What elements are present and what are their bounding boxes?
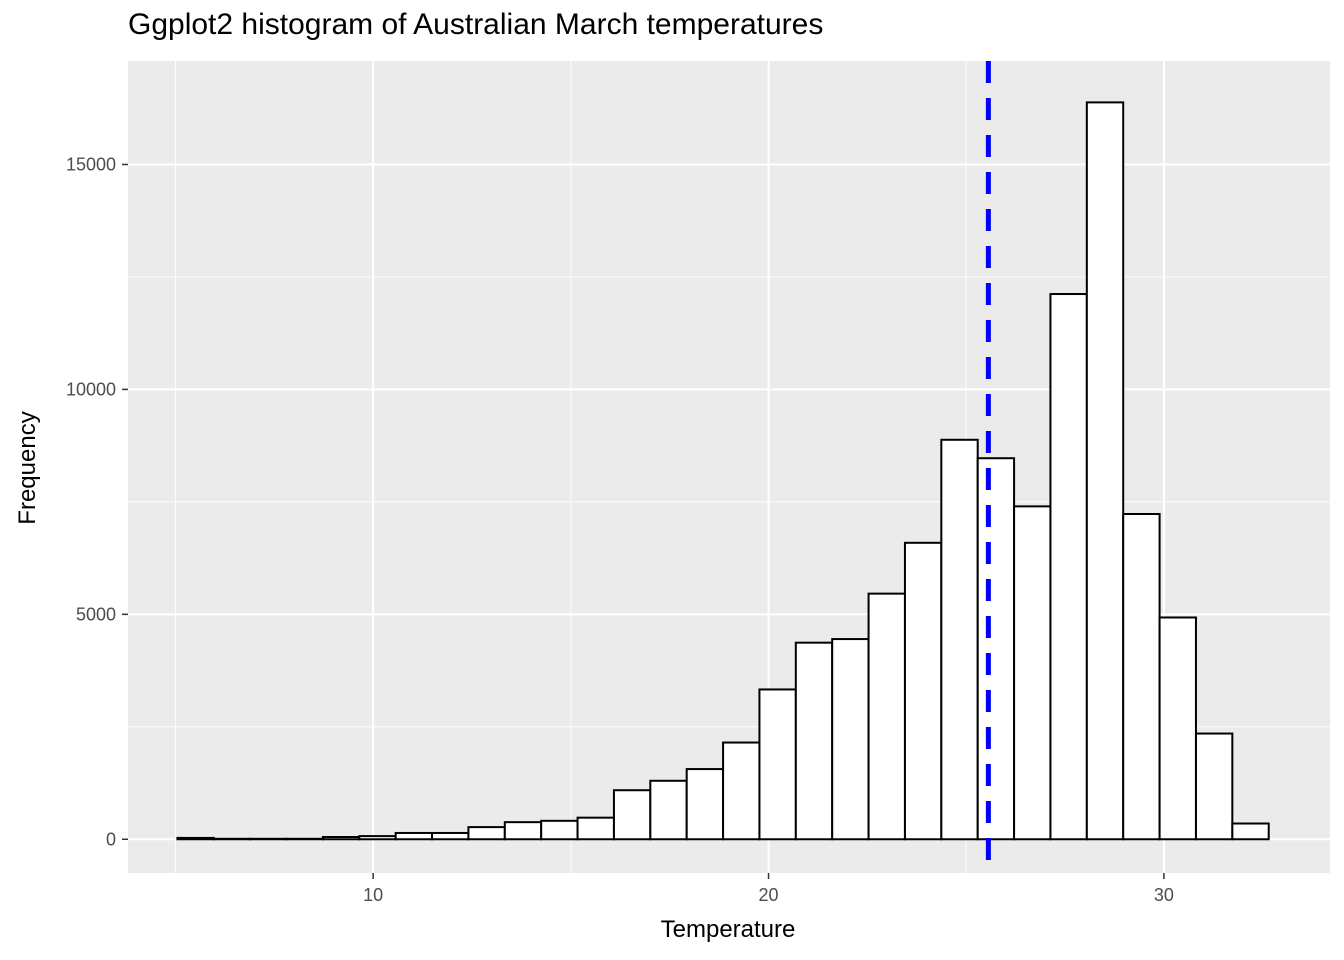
histogram-bar: [540, 819, 579, 841]
histogram-bar: [940, 438, 979, 841]
histogram-bar: [176, 836, 215, 841]
y-tick-label: 10000: [66, 379, 116, 399]
chart-title: Ggplot2 histogram of Australian March te…: [128, 8, 824, 41]
histogram-bar: [1158, 616, 1197, 841]
x-tick-label: 10: [363, 885, 383, 905]
histogram-bar: [685, 768, 725, 841]
histogram-bar: [649, 779, 688, 841]
histogram-bar: [1013, 505, 1052, 841]
histogram-bar: [1194, 732, 1234, 841]
y-tick-label: 15000: [66, 154, 116, 174]
axis-tick-labels: 10 20 30 0 5000 10000 15000: [66, 154, 1174, 905]
histogram-bar: [976, 457, 1016, 841]
histogram-bar: [1122, 513, 1161, 841]
histogram-bar: [321, 836, 361, 841]
histogram-bar: [503, 821, 543, 841]
x-tick-label: 20: [759, 885, 779, 905]
histogram-bar: [903, 541, 943, 841]
x-axis-label: Temperature: [660, 916, 796, 943]
histogram-bar: [394, 831, 434, 841]
histogram-bar: [612, 789, 652, 841]
histogram-bar: [722, 741, 761, 841]
y-tick-label: 5000: [76, 604, 116, 624]
histogram-bar: [576, 816, 615, 841]
histogram-bar: [1085, 101, 1125, 841]
y-tick-label: 0: [106, 829, 116, 849]
histogram-bars: [176, 101, 1270, 841]
histogram-bar: [1049, 293, 1088, 841]
histogram-bar: [831, 638, 870, 841]
histogram-bar: [467, 826, 506, 841]
histogram-bar: [867, 592, 906, 841]
histogram-bar: [758, 688, 797, 841]
x-tick-label: 30: [1154, 885, 1174, 905]
axis-ticks: [122, 163, 1165, 879]
histogram-bar: [1231, 822, 1270, 841]
histogram-bar: [431, 831, 470, 841]
histogram-bar: [358, 835, 397, 841]
histogram-bar: [794, 641, 834, 841]
